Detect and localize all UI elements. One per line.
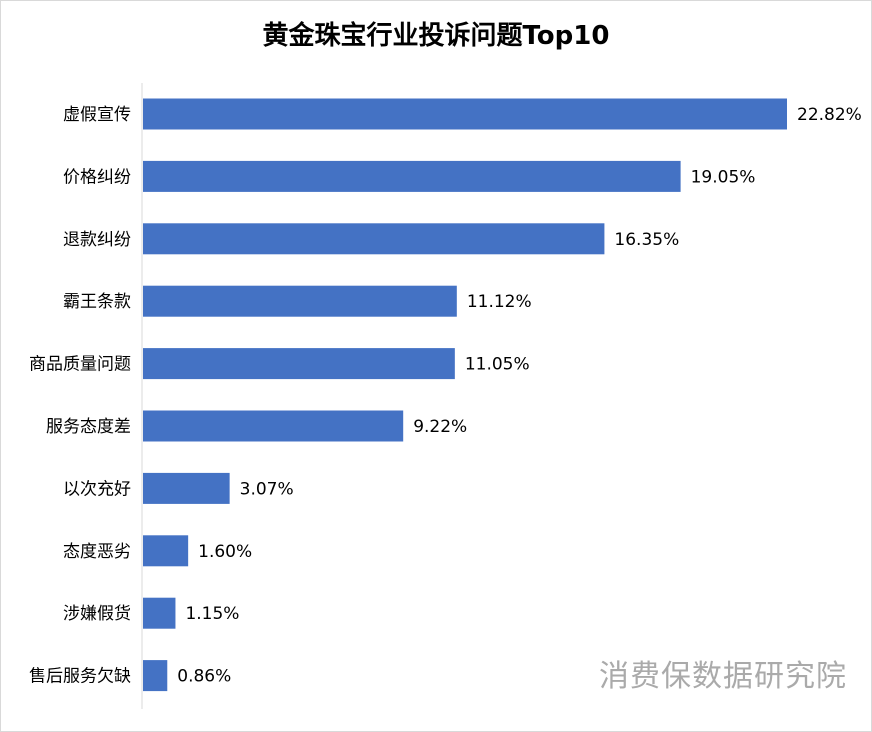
category-label: 服务态度差 [46,417,131,437]
bar-4 [143,348,455,380]
value-label: 0.86% [177,667,231,687]
value-label: 9.22% [413,417,467,437]
category-label: 退款纠纷 [63,230,131,250]
category-label: 虚假宣传 [63,105,131,125]
category-label: 以次充好 [63,479,131,499]
value-label: 11.12% [467,292,532,312]
category-label: 涉嫌假货 [63,604,131,624]
bar-0 [143,98,787,130]
category-label: 售后服务欠缺 [29,667,131,687]
bar-3 [143,285,457,317]
chart-title: 黄金珠宝行业投诉问题Top10 [262,21,610,51]
bar-2 [143,223,605,255]
bars-layer: 虚假宣传 22.82% 价格纠纷 19.05% 退款纠纷 16.35% 霸王条款 11.12%… [29,98,862,692]
category-label: 态度恶劣 [63,542,131,562]
category-label: 价格纠纷 [63,167,131,187]
value-label: 3.07% [240,479,294,499]
category-label: 霸王条款 [63,292,131,312]
value-label: 19.05% [691,167,756,187]
value-label: 1.60% [198,542,252,562]
bar-9 [143,660,168,692]
bar-5 [143,410,404,442]
bar-7 [143,535,189,567]
watermark-text: 消费保数据研究院 [599,659,847,694]
value-label: 22.82% [797,105,862,125]
bar-1 [143,160,681,192]
bar-6 [143,472,230,504]
value-label: 16.35% [614,230,679,250]
value-label: 11.05% [465,355,530,375]
category-label: 商品质量问题 [29,355,131,375]
value-label: 1.15% [185,604,239,624]
bar-8 [143,597,176,629]
